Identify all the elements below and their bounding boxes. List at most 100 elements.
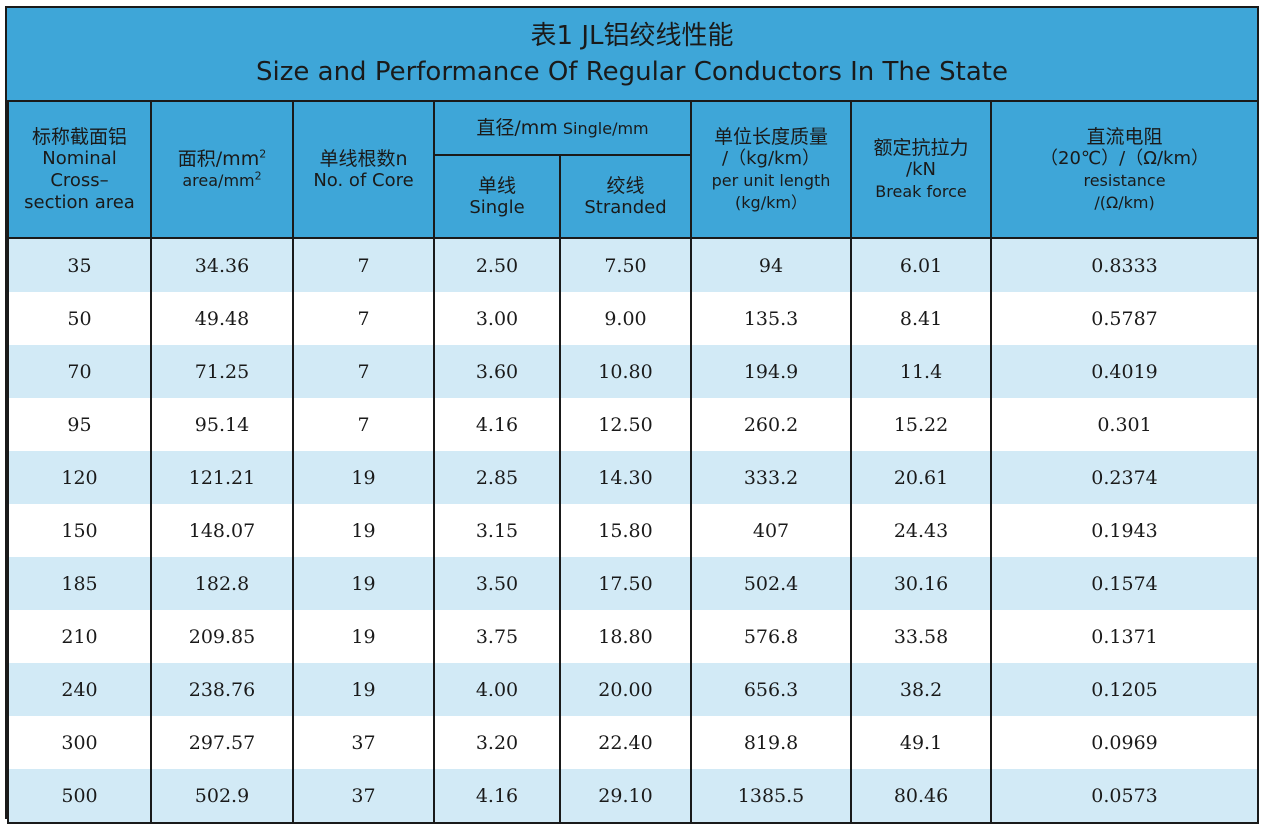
table-row: 150 148.07 19 3.15 15.80 407 24.43 0.1943 (7, 504, 1260, 557)
header-resistance-en: resistance (1083, 170, 1166, 190)
cell-break-force: 20.61 (850, 451, 993, 504)
cell-nominal-section: 500 (7, 769, 152, 824)
cell-stranded-diameter: 17.50 (558, 557, 693, 610)
header-resistance-line4: /(Ω/km) (1094, 192, 1155, 212)
table-row: 210 209.85 19 3.75 18.80 576.8 33.58 0.1371 (7, 610, 1260, 663)
header-force-cn: 额定抗拉力 (873, 136, 969, 159)
cell-single-diameter: 4.16 (433, 769, 561, 824)
cell-nominal-section: 150 (7, 504, 152, 557)
cell-core-count: 19 (292, 451, 435, 504)
cell-dc-resistance: 0.1371 (990, 610, 1260, 663)
cell-mass: 135.3 (690, 292, 853, 345)
cell-stranded-diameter: 18.80 (558, 610, 693, 663)
cell-single-diameter: 2.50 (433, 238, 561, 292)
header-nominal-cn: 标称截面铝 (31, 125, 127, 148)
table-row: 95 95.14 7 4.16 12.50 260.2 15.22 0.301 (7, 398, 1260, 451)
cell-break-force: 38.2 (850, 663, 993, 716)
header-stranded-diameter: 绞线 Stranded (558, 154, 693, 239)
cell-nominal-section: 210 (7, 610, 152, 663)
header-force-en: Break force (875, 181, 967, 201)
cell-mass: 333.2 (690, 451, 853, 504)
cell-single-diameter: 3.75 (433, 610, 561, 663)
cell-stranded-diameter: 15.80 (558, 504, 693, 557)
table-title-english: Size and Performance Of Regular Conducto… (256, 57, 1008, 87)
cell-single-diameter: 3.00 (433, 292, 561, 345)
cell-nominal-section: 95 (7, 398, 152, 451)
header-diameter-en: Single/mm (562, 118, 649, 138)
cell-core-count: 37 (292, 769, 435, 824)
cell-stranded-diameter: 29.10 (558, 769, 693, 824)
cell-mass: 576.8 (690, 610, 853, 663)
cell-core-count: 7 (292, 238, 435, 292)
cell-nominal-section: 120 (7, 451, 152, 504)
header-diameter-cn: 直径/mm (476, 116, 558, 139)
cell-dc-resistance: 0.8333 (990, 238, 1260, 292)
cell-mass: 194.9 (690, 345, 853, 398)
cell-stranded-diameter: 12.50 (558, 398, 693, 451)
cell-single-diameter: 3.50 (433, 557, 561, 610)
cell-mass: 1385.5 (690, 769, 853, 824)
cell-break-force: 33.58 (850, 610, 993, 663)
cell-break-force: 15.22 (850, 398, 993, 451)
header-area-cn: 面积/mm2 (177, 147, 267, 170)
header-stranded-en: Stranded (584, 196, 667, 218)
cell-single-diameter: 4.00 (433, 663, 561, 716)
header-nominal-en1: Nominal (42, 147, 117, 169)
cell-break-force: 6.01 (850, 238, 993, 292)
table-row: 50 49.48 7 3.00 9.00 135.3 8.41 0.5787 (7, 292, 1260, 345)
cell-core-count: 19 (292, 504, 435, 557)
cell-mass: 819.8 (690, 716, 853, 769)
cell-nominal-section: 300 (7, 716, 152, 769)
header-single-en: Single (469, 196, 525, 218)
table-title-bar: 表1 JL铝绞线性能 Size and Performance Of Regul… (7, 8, 1257, 102)
cell-core-count: 19 (292, 663, 435, 716)
cell-stranded-diameter: 9.00 (558, 292, 693, 345)
cell-mass: 502.4 (690, 557, 853, 610)
cell-core-count: 7 (292, 345, 435, 398)
cell-nominal-section: 185 (7, 557, 152, 610)
header-single-cn: 单线 (477, 174, 516, 197)
table-row: 35 34.36 7 2.50 7.50 94 6.01 0.8333 (7, 238, 1260, 292)
cell-area: 49.48 (150, 292, 294, 345)
cell-core-count: 19 (292, 557, 435, 610)
cell-single-diameter: 2.85 (433, 451, 561, 504)
cell-area: 148.07 (150, 504, 294, 557)
header-mass-line2: /（kg/km） (722, 147, 820, 169)
cell-area: 182.8 (150, 557, 294, 610)
cell-mass: 656.3 (690, 663, 853, 716)
cell-single-diameter: 4.16 (433, 398, 561, 451)
cell-break-force: 80.46 (850, 769, 993, 824)
header-area: 面积/mm2 area/mm2 (150, 100, 294, 239)
cell-dc-resistance: 0.5787 (990, 292, 1260, 345)
cell-mass: 94 (690, 238, 853, 292)
cell-break-force: 11.4 (850, 345, 993, 398)
cell-area: 121.21 (150, 451, 294, 504)
cell-core-count: 7 (292, 292, 435, 345)
table-row: 185 182.8 19 3.50 17.50 502.4 30.16 0.1574 (7, 557, 1260, 610)
cell-area: 34.36 (150, 238, 294, 292)
header-force-line2: /kN (906, 158, 936, 180)
header-diameter: 直径/mm Single/mm (432, 100, 693, 156)
cell-stranded-diameter: 22.40 (558, 716, 693, 769)
cell-stranded-diameter: 20.00 (558, 663, 693, 716)
table-row: 120 121.21 19 2.85 14.30 333.2 20.61 0.2374 (7, 451, 1260, 504)
cell-nominal-section: 35 (7, 238, 152, 292)
header-area-en: area/mm2 (182, 169, 262, 190)
cell-dc-resistance: 0.1943 (990, 504, 1260, 557)
cell-nominal-section: 50 (7, 292, 152, 345)
cell-mass: 407 (690, 504, 853, 557)
cell-break-force: 30.16 (850, 557, 993, 610)
table-row: 70 71.25 7 3.60 10.80 194.9 11.4 0.4019 (7, 345, 1260, 398)
cell-stranded-diameter: 14.30 (558, 451, 693, 504)
table-row: 300 297.57 37 3.20 22.40 819.8 49.1 0.0969 (7, 716, 1260, 769)
header-stranded-cn: 绞线 (606, 174, 645, 197)
cell-area: 95.14 (150, 398, 294, 451)
cell-area: 209.85 (150, 610, 294, 663)
header-mass: 单位长度质量 /（kg/km） per unit length (kg/km） (690, 100, 853, 239)
header-core-count: 单线根数n No. of Core (292, 100, 435, 239)
header-single-diameter: 单线 Single (433, 154, 561, 239)
cell-dc-resistance: 0.4019 (990, 345, 1260, 398)
header-mass-cn: 单位长度质量 (714, 125, 829, 148)
cell-single-diameter: 3.20 (433, 716, 561, 769)
cell-break-force: 8.41 (850, 292, 993, 345)
